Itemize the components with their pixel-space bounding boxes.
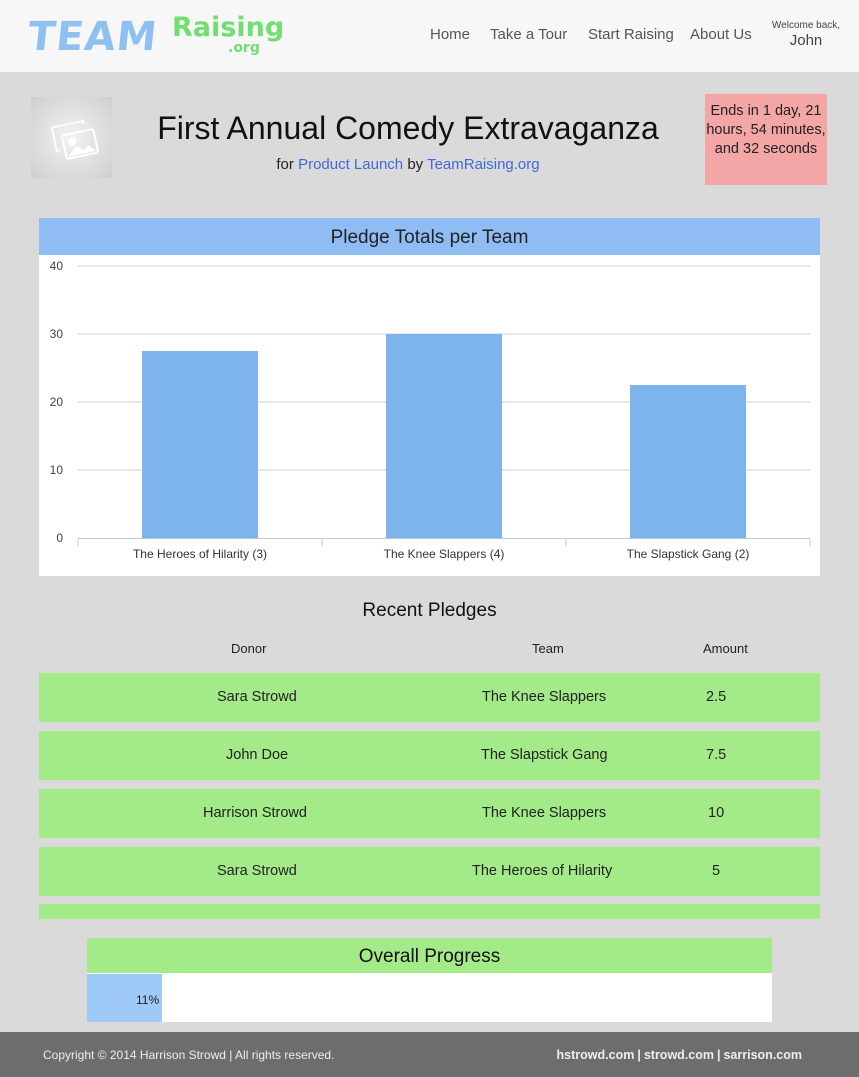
pledge-amount: 10 xyxy=(708,805,725,821)
welcome-user[interactable]: Welcome back, John xyxy=(766,20,846,49)
by-word: by xyxy=(407,156,424,173)
site-footer: Copyright © 2014 Harrison Strowd | All r… xyxy=(0,1032,859,1077)
x-tick-label: The Heroes of Hilarity (3) xyxy=(133,547,267,561)
footer-link-hstrowd[interactable]: hstrowd.com xyxy=(556,1048,635,1062)
pledge-team: The Knee Slappers xyxy=(482,805,607,821)
column-header-donor[interactable]: Donor xyxy=(231,641,267,656)
pledge-row-partial xyxy=(39,904,820,919)
pledge-donor: Sara Strowd xyxy=(217,863,297,879)
event-thumbnail xyxy=(31,97,112,178)
welcome-username: John xyxy=(789,32,823,49)
progress-bar-fill xyxy=(87,974,162,1022)
for-word: for xyxy=(276,156,294,173)
footer-links: hstrowd.com | strowd.com | sarrison.com xyxy=(557,1048,802,1062)
progress-title: Overall Progress xyxy=(87,938,772,973)
event-title: First Annual Comedy Extravaganza xyxy=(157,110,659,146)
pledge-amount: 7.5 xyxy=(706,747,727,763)
event-byline: for Product Launch by TeamRaising.org xyxy=(118,156,698,173)
pledge-team: The Knee Slappers xyxy=(482,689,607,705)
copyright-text: Copyright © 2014 Harrison Strowd | All r… xyxy=(43,1048,335,1062)
chart-plot: 0 10 20 30 40 The Heroes of Hilarity (3) The K… xyxy=(50,259,811,561)
footer-divider: | xyxy=(637,1048,641,1062)
pledge-donor: Sara Strowd xyxy=(217,689,297,705)
logo-raising-text: Raising xyxy=(172,12,285,43)
overall-progress: Overall Progress 11% xyxy=(87,938,772,1022)
x-tick-label: The Slapstick Gang (2) xyxy=(627,547,750,561)
y-tick-label: 0 xyxy=(56,531,63,545)
pledge-row: Sara Strowd The Heroes of Hilarity 5 xyxy=(39,847,820,896)
x-tick-label: The Knee Slappers (4) xyxy=(384,547,505,561)
y-tick-label: 40 xyxy=(50,259,64,273)
pledge-amount: 2.5 xyxy=(706,689,727,705)
recent-pledges-title: Recent Pledges xyxy=(362,600,497,621)
pledge-team: The Slapstick Gang xyxy=(481,747,608,763)
welcome-line: Welcome back, xyxy=(771,20,841,31)
bar xyxy=(630,385,746,538)
countdown-timer: Ends in 1 day, 21 hours, 54 minutes, and… xyxy=(705,94,827,185)
nav-start-raising[interactable]: Start Raising xyxy=(588,26,674,43)
pledge-donor: John Doe xyxy=(226,747,289,763)
pledge-team: The Heroes of Hilarity xyxy=(472,863,613,879)
y-tick-label: 20 xyxy=(50,395,64,409)
image-placeholder-icon xyxy=(50,119,99,160)
organization-link[interactable]: TeamRaising.org xyxy=(427,156,540,173)
nav-about-us[interactable]: About Us xyxy=(690,26,752,43)
chart-title: Pledge Totals per Team xyxy=(39,218,820,255)
pledge-row: John Doe The Slapstick Gang 7.5 xyxy=(39,731,820,780)
site-header: TEAM Raising .org Home Take a Tour Start… xyxy=(0,0,859,72)
bar xyxy=(142,351,258,538)
nav-home[interactable]: Home xyxy=(430,26,471,43)
progress-label: 11% xyxy=(136,993,160,1007)
logo-org-text: .org xyxy=(228,40,260,56)
column-header-amount[interactable]: Amount xyxy=(703,641,748,656)
nav-take-a-tour[interactable]: Take a Tour xyxy=(490,26,568,43)
pledge-chart: Pledge Totals per Team 0 10 20 30 40 The Hero… xyxy=(39,218,820,576)
y-tick-label: 10 xyxy=(50,463,64,477)
footer-divider: | xyxy=(716,1048,721,1062)
footer-link-strowd[interactable]: strowd.com xyxy=(643,1048,714,1062)
column-header-team[interactable]: Team xyxy=(532,641,564,656)
y-tick-label: 30 xyxy=(50,327,64,341)
pledge-row: Sara Strowd The Knee Slappers 2.5 xyxy=(39,673,820,722)
teamraising-logo[interactable]: TEAM Raising .org xyxy=(25,12,288,60)
pledge-row: Harrison Strowd The Knee Slappers 10 xyxy=(39,789,820,838)
pledge-amount: 5 xyxy=(712,863,721,879)
pledge-donor: Harrison Strowd xyxy=(203,805,307,821)
bar xyxy=(386,334,502,538)
campaign-link[interactable]: Product Launch xyxy=(298,156,404,173)
logo-team-text: TEAM xyxy=(25,14,160,60)
footer-link-sarrison[interactable]: sarrison.com xyxy=(723,1048,802,1062)
